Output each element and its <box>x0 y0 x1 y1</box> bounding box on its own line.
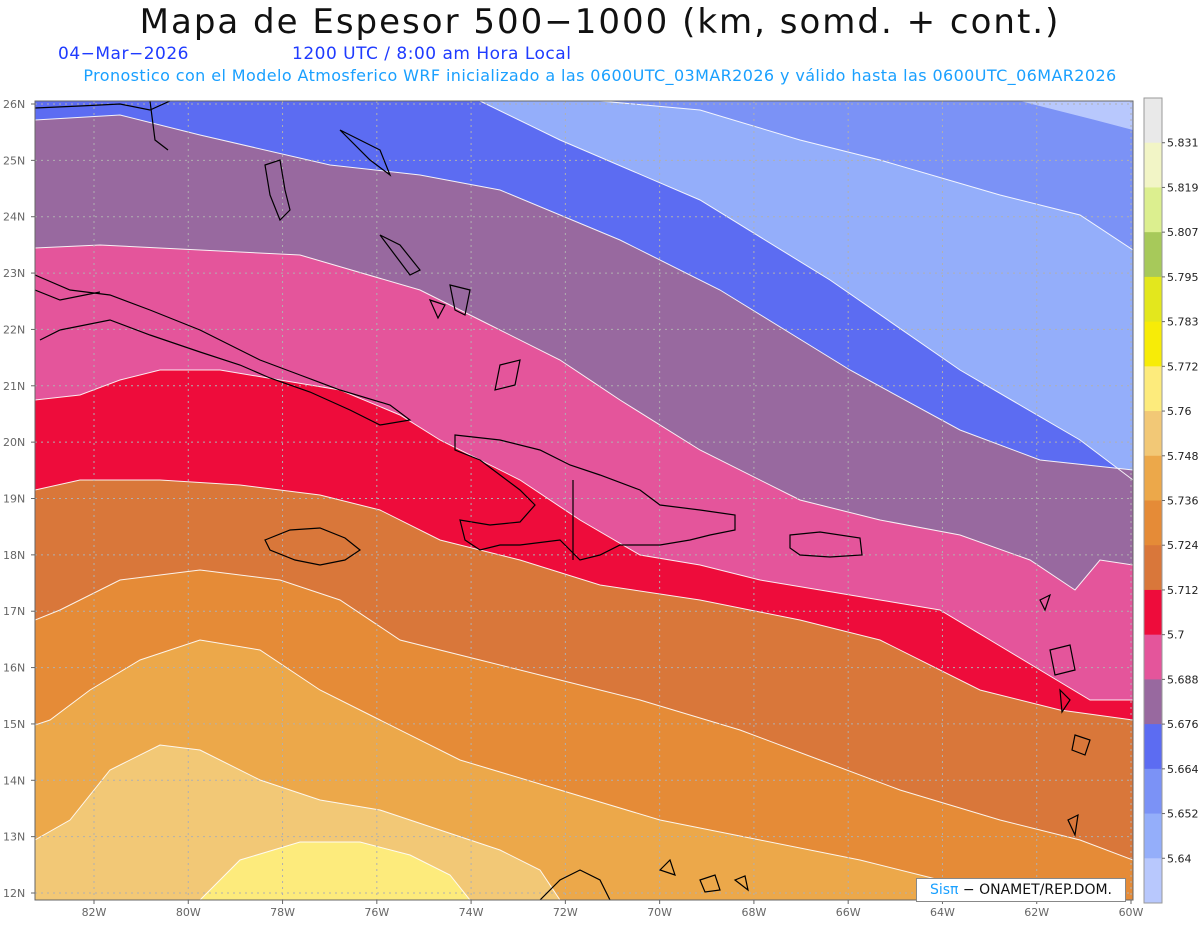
colorbar-label: 5.688 <box>1167 673 1199 686</box>
credit-sis: Sisπ <box>929 882 959 898</box>
lon-label: 78W <box>270 906 295 919</box>
colorbar-swatch <box>1144 276 1162 323</box>
lon-label: 68W <box>741 906 766 919</box>
lat-label: 19N <box>3 493 25 506</box>
colorbar-label: 5.772 <box>1167 360 1199 373</box>
forecast-subtitle: Pronostico con el Modelo Atmosferico WRF… <box>83 66 1117 85</box>
colorbar-swatch <box>1144 724 1162 770</box>
longitude-axis: 82W 80W 78W 76W 74W 72W 70W 68W 66W 64W 62W 60W <box>82 900 1144 919</box>
map-title: Mapa de Espesor 500−1000 (km, somd. + co… <box>139 2 1061 42</box>
lat-label: 14N <box>3 774 25 787</box>
colorbar-label: 5.748 <box>1167 450 1199 463</box>
colorbar-swatch <box>1144 142 1162 188</box>
lat-label: 20N <box>3 436 25 449</box>
band-5736 <box>35 570 1133 900</box>
colorbar-swatch <box>1144 813 1162 859</box>
colorbar-swatch <box>1144 321 1162 367</box>
colorbar-swatch <box>1144 679 1162 725</box>
colorbar-swatch <box>1144 187 1162 233</box>
lon-label: 80W <box>176 906 201 919</box>
colorbar-label: 5.783 <box>1167 316 1199 329</box>
lon-label: 60W <box>1119 906 1144 919</box>
colorbar-swatch <box>1144 768 1162 815</box>
lat-label: 23N <box>3 267 25 280</box>
lon-label: 62W <box>1024 906 1049 919</box>
lon-label: 82W <box>82 906 107 919</box>
band-5688 <box>35 115 1133 590</box>
colorbar-swatch <box>1144 634 1162 680</box>
colorbar: 5.831 5.819 5.807 5.795 5.783 5.772 5.76 5.748 5… <box>1143 97 1199 904</box>
lat-label: 22N <box>3 323 25 336</box>
colorbar-swatch <box>1144 411 1162 457</box>
colorbar-swatch <box>1144 455 1162 501</box>
lat-label: 16N <box>3 662 25 675</box>
lat-label: 17N <box>3 605 25 618</box>
lon-label: 70W <box>647 906 672 919</box>
credit-org: − ONAMET/REP.DOM. <box>958 882 1112 898</box>
lon-label: 72W <box>553 906 578 919</box>
band-5640 <box>1020 101 1133 130</box>
colorbar-swatch <box>1144 589 1162 636</box>
contour-lines <box>35 101 1133 900</box>
forecast-date: 04−Mar−2026 <box>58 44 189 64</box>
colorbar-label: 5.724 <box>1167 539 1199 552</box>
colorbar-label: 5.807 <box>1167 226 1199 239</box>
lat-label: 18N <box>3 549 25 562</box>
lat-label: 25N <box>3 154 25 167</box>
colorbar-swatch <box>1144 500 1162 546</box>
band-5724 <box>35 480 1133 860</box>
colorbar-label: 5.652 <box>1167 808 1199 821</box>
band-5652-plus <box>35 101 1133 480</box>
colorbar-label: 5.736 <box>1167 495 1199 508</box>
lat-label: 24N <box>3 211 25 224</box>
lon-label: 74W <box>459 906 484 919</box>
forecast-time: 1200 UTC / 8:00 am Hora Local <box>292 44 572 64</box>
map-plot-area <box>35 101 1133 900</box>
lat-lon-grid <box>35 101 1133 900</box>
colorbar-swatch <box>1144 545 1162 591</box>
plot-frame <box>34 100 1134 901</box>
colorbar-swatch <box>1144 366 1162 412</box>
band-5712 <box>35 370 1133 720</box>
colorbar-swatch <box>1144 232 1162 278</box>
band-5664 <box>480 101 1133 250</box>
colorbar-swatch <box>1144 858 1162 904</box>
coastlines <box>35 101 1091 900</box>
colorbar-label: 5.795 <box>1167 271 1199 284</box>
lon-label: 76W <box>364 906 389 919</box>
lat-label: 12N <box>3 887 25 900</box>
lat-label: 26N <box>3 98 25 111</box>
colorbar-label: 5.831 <box>1167 137 1199 150</box>
band-5700 <box>35 245 1133 700</box>
credit-box: Sisπ − ONAMET/REP.DOM. <box>916 878 1126 902</box>
colorbar-label: 5.76 <box>1167 405 1192 418</box>
latitude-axis: 26N 25N 24N 23N 22N 21N 20N 19N 18N 17N 16N 15N 14N 1… <box>3 98 35 900</box>
lon-label: 66W <box>836 906 861 919</box>
lon-label: 64W <box>930 906 955 919</box>
lat-label: 21N <box>3 380 25 393</box>
colorbar-label: 5.819 <box>1167 181 1199 194</box>
band-5676 <box>35 101 1133 480</box>
band-5772 <box>200 842 470 900</box>
band-5760 <box>35 745 560 900</box>
colorbar-swatch <box>1144 98 1162 144</box>
colorbar-label: 5.712 <box>1167 584 1199 597</box>
colorbar-label: 5.664 <box>1167 763 1199 776</box>
lat-label: 15N <box>3 718 25 731</box>
lat-label: 13N <box>3 831 25 844</box>
colorbar-label: 5.7 <box>1167 629 1185 642</box>
colorbar-label: 5.676 <box>1167 718 1199 731</box>
colorbar-label: 5.64 <box>1167 852 1192 865</box>
